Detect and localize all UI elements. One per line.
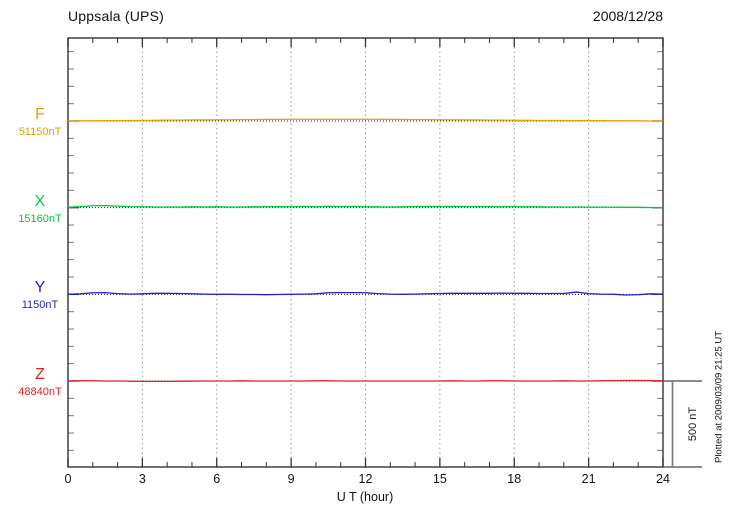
trace-base-value-F: 51150nT xyxy=(18,126,62,138)
plotted-at-label: Plotted at 2009/03/09 21:25 UT xyxy=(713,330,725,464)
x-tick-label-3: 3 xyxy=(138,472,146,486)
x-tick-label-0: 0 xyxy=(64,472,72,486)
trace-base-value-Y: 1150nT xyxy=(21,299,59,312)
station-title: Uppsala (UPS) xyxy=(68,8,164,24)
trace-base-value-X: 15160nT xyxy=(18,212,62,225)
x-tick-label-21: 21 xyxy=(581,472,596,486)
x-tick-label-18: 18 xyxy=(507,472,522,486)
trace-letter-Y: Y xyxy=(34,279,46,297)
trace-letter-X: X xyxy=(34,192,46,210)
date-label: 2008/12/28 xyxy=(592,8,663,24)
scale-bar-label: 500 nT xyxy=(687,406,699,442)
x-tick-label-24: 24 xyxy=(656,472,670,486)
x-tick-label-12: 12 xyxy=(358,472,373,486)
trace-letter-Z: Z xyxy=(35,366,45,383)
x-tick-label-9: 9 xyxy=(287,472,295,486)
x-axis-label: U T (hour) xyxy=(336,490,394,504)
x-tick-label-6: 6 xyxy=(213,472,221,486)
trace-base-value-Z: 48840nT xyxy=(18,386,62,398)
x-tick-label-15: 15 xyxy=(432,472,447,486)
trace-letter-F: F xyxy=(35,106,45,123)
